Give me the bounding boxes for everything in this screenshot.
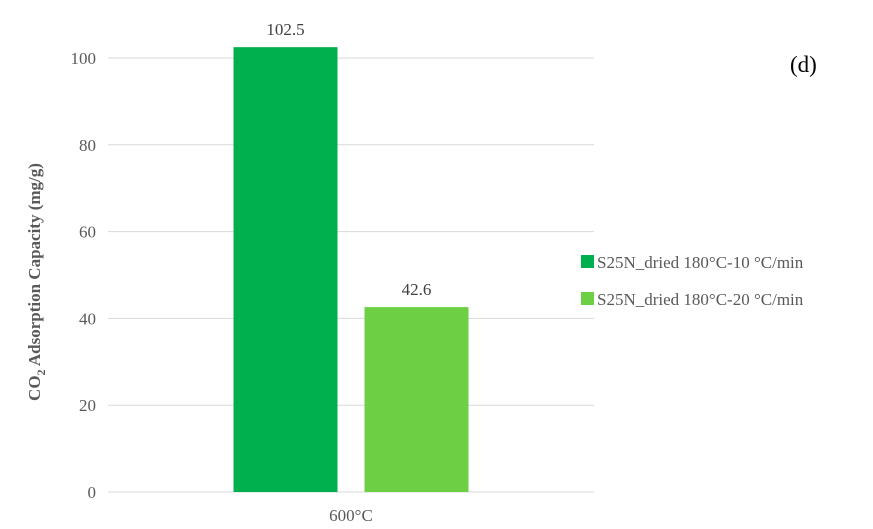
legend-label: S25N_dried 180°C-10 °C/min (597, 253, 804, 272)
x-tick-label: 600°C (329, 506, 373, 525)
y-tick-label: 80 (79, 136, 96, 155)
y-tick-label: 20 (79, 396, 96, 415)
legend-swatch (581, 255, 594, 268)
legend-label: S25N_dried 180°C-20 °C/min (597, 290, 804, 309)
panel-label: (d) (790, 52, 817, 77)
y-tick-label: 100 (71, 49, 97, 68)
data-label: 42.6 (402, 280, 432, 299)
bar (233, 47, 338, 493)
y-tick-label: 60 (79, 223, 96, 242)
bars (233, 47, 469, 493)
legend: S25N_dried 180°C-10 °C/min S25N_dried 180… (581, 253, 804, 309)
data-labels: 102.5 42.6 (266, 20, 431, 299)
y-tick-labels: 0 20 40 60 80 100 (71, 49, 97, 502)
gridlines (108, 57, 594, 493)
x-tick-labels: 600°C (329, 506, 373, 525)
data-label: 102.5 (266, 20, 304, 39)
legend-swatch (581, 292, 594, 305)
y-axis-label: CO2 Adsorption Capacity (mg/g) (25, 163, 48, 401)
bar (364, 307, 469, 492)
y-tick-label: 0 (88, 483, 97, 502)
y-tick-label: 40 (79, 309, 96, 328)
y-axis-label-subscript: 2 (34, 369, 48, 375)
